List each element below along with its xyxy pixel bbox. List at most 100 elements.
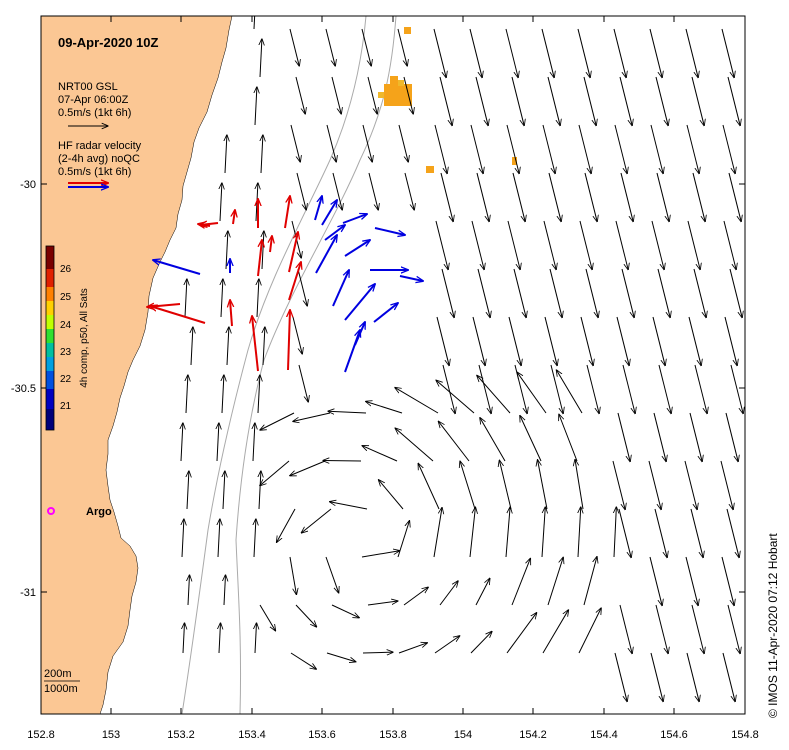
current-arrow [344,240,370,257]
current-arrow [182,519,184,558]
current-arrow [658,364,671,414]
current-arrow [367,76,377,114]
current-arrow [538,460,548,510]
current-arrow [224,575,225,606]
current-arrow [220,183,222,222]
current-arrow [147,304,181,307]
current-arrow [188,575,189,606]
current-arrow [475,76,488,126]
current-arrow [614,507,616,558]
current-arrow [580,316,593,366]
current-arrow [729,268,742,318]
current-arrow [418,464,440,510]
current-arrow [297,268,307,306]
current-arrow [578,507,581,558]
current-arrow [614,124,627,174]
current-arrow [230,300,232,327]
current-arrow [270,236,272,253]
current-arrow [397,28,407,66]
axis-ticks [40,16,746,714]
current-arrow [692,172,705,222]
current-arrow [259,604,275,631]
current-arrow [722,652,735,702]
colorbar-tick: 23 [60,347,72,358]
current-arrow [506,613,537,654]
colorbar-tick: 22 [60,374,72,385]
current-arrow [511,76,524,126]
current-arrow [153,260,201,275]
current-arrow [618,508,631,558]
current-arrow [730,364,743,414]
current-arrow [186,375,188,414]
current-arrow [621,268,634,318]
current-arrow [373,303,398,323]
current-arrow [362,652,393,653]
current-arrow [434,636,460,654]
current-arrow [544,316,557,366]
current-arrow [541,507,545,558]
current-arrow [260,39,262,78]
colorbar-tick: 26 [60,264,72,275]
current-arrow [293,412,331,421]
current-arrow [198,224,211,226]
current-arrow [439,76,452,126]
current-arrow [614,652,627,702]
current-arrow [505,28,518,78]
current-arrow [541,28,554,78]
x-axis-labels: 152.8 153 153.2 153.4 153.6 153.8 154 15… [27,729,759,741]
current-arrow [260,412,295,430]
current-arrow [547,557,563,606]
current-arrow [289,28,299,66]
current-arrow [578,124,591,174]
isobath-1000m [235,16,397,714]
current-arrow [354,322,365,346]
current-arrow [187,471,189,510]
current-arrow [290,460,326,476]
current-arrow [577,28,590,78]
current-arrow [331,76,341,114]
current-arrow [722,124,735,174]
current-arrow [326,652,356,662]
legend-radar-line1: HF radar velocity [58,140,142,152]
isobath-label-200m: 200m [44,668,72,680]
current-arrow [257,279,259,318]
current-arrow [687,220,700,270]
current-arrow [191,327,193,366]
y-tick-label: -30 [20,179,36,191]
current-arrow [379,480,404,510]
current-arrow [556,370,583,414]
model-current-arrows [181,16,743,702]
current-arrow [439,581,458,606]
current-arrow [622,364,635,414]
current-arrow [499,460,512,510]
current-arrow [617,412,630,462]
current-arrow [226,231,228,270]
current-arrow [686,652,699,702]
current-arrow [257,240,262,277]
current-arrow [332,172,342,210]
current-arrow [472,316,485,366]
legend-radar-scale: 0.5m/s (1kt 6h) [58,166,131,178]
y-tick-label: -31 [20,587,36,599]
x-tick-label: 153.6 [308,729,336,741]
current-arrow [652,316,665,366]
current-arrow [585,268,598,318]
x-tick-label: 152.8 [27,729,55,741]
current-arrow [549,268,562,318]
current-arrow [254,519,256,558]
current-arrow [253,423,255,462]
current-arrow [332,270,349,307]
legend-model-time: 07-Apr 06:00Z [58,94,129,106]
current-arrow [612,460,625,510]
current-arrow [579,220,592,270]
current-arrow [255,87,257,126]
current-arrow [253,16,256,30]
current-arrow [259,471,261,510]
current-arrow [395,388,439,414]
current-arrow [344,284,375,321]
current-arrow [183,623,184,654]
current-arrow [217,423,219,462]
isobath-lines [181,16,397,714]
current-arrow [654,508,667,558]
current-arrow [361,28,371,66]
